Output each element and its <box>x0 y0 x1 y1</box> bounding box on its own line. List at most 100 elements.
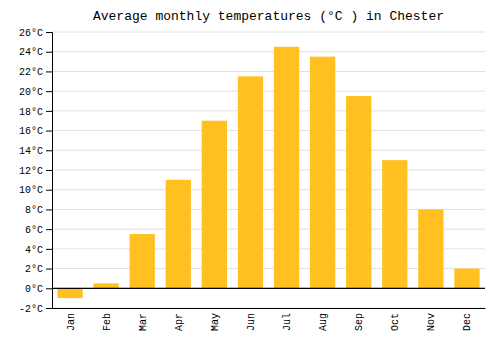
y-tick: 0°C <box>25 284 52 295</box>
x-axis: Jan Feb Mar Apr May Jun Jul Aug Sep Oct Nov Dec <box>53 308 486 331</box>
y-tick: 6°C <box>25 225 52 236</box>
y-tick: 14°C <box>19 146 52 157</box>
grid <box>52 32 485 308</box>
plot: -2°C 0°C 2°C 4°C 6°C 8°C 10°C 12°C 14°C 16°C 18°C 2… <box>19 28 486 331</box>
y-tick: 26°C <box>19 28 52 39</box>
y-tick-label: 10°C <box>19 185 43 196</box>
grid-line <box>52 91 485 92</box>
y-tick-mark <box>46 131 52 132</box>
y-tick-mark <box>46 288 52 289</box>
x-tick-label: Jun <box>246 313 257 331</box>
y-tick: 18°C <box>19 107 52 118</box>
x-tick-label: Mar <box>138 313 149 331</box>
grid-line <box>52 130 485 131</box>
bar <box>418 209 443 288</box>
y-tick-label: 16°C <box>19 126 43 137</box>
x-tick: Jan <box>66 308 77 331</box>
y-tick: 8°C <box>25 205 52 216</box>
grid-line <box>52 170 485 171</box>
x-tick-label: Jul <box>282 313 293 331</box>
grid-line <box>52 189 485 190</box>
y-tick-mark <box>46 150 52 151</box>
marks <box>57 47 479 298</box>
y-tick-mark <box>46 308 52 309</box>
bar <box>346 96 371 288</box>
grid-line <box>52 32 485 33</box>
y-tick-label: 20°C <box>19 87 43 98</box>
x-tick-label: Dec <box>462 313 473 331</box>
x-tick: Oct <box>390 308 401 331</box>
title: Average monthly temperatures (°C ) in Ch… <box>93 9 444 24</box>
y-axis: -2°C 0°C 2°C 4°C 6°C 8°C 10°C 12°C 14°C 16°C 18°C 2… <box>19 28 53 315</box>
grid-line <box>52 308 485 309</box>
x-tick-label: Aug <box>318 313 329 331</box>
y-tick: 12°C <box>19 166 52 177</box>
x-tick-label: Apr <box>174 313 185 331</box>
y-tick: 22°C <box>19 67 52 78</box>
y-tick-label: -2°C <box>19 304 43 315</box>
y-tick: 4°C <box>25 245 52 256</box>
y-axis-line <box>46 33 53 309</box>
grid-line <box>52 288 485 289</box>
y-tick-mark <box>46 91 52 92</box>
zero-line <box>52 288 485 289</box>
y-tick-label: 12°C <box>19 166 43 177</box>
bar <box>238 76 263 288</box>
y-tick-mark <box>46 32 52 33</box>
x-tick-label: Nov <box>426 313 437 331</box>
bar <box>202 121 227 289</box>
y-tick-mark <box>46 209 52 210</box>
y-tick: -2°C <box>19 304 52 315</box>
x-tick-label: Oct <box>390 313 401 331</box>
grid-line <box>52 71 485 72</box>
y-tick-mark <box>46 190 52 191</box>
x-tick-label: Jan <box>66 313 77 331</box>
x-tick: Feb <box>102 308 113 331</box>
grid-line <box>52 110 485 111</box>
y-tick-mark <box>46 170 52 171</box>
y-tick-mark <box>46 269 52 270</box>
x-tick-label: May <box>210 313 221 331</box>
bar <box>166 180 191 288</box>
bar <box>93 283 118 288</box>
y-tick-mark <box>46 111 52 112</box>
x-tick: Jul <box>282 308 293 331</box>
bar <box>454 269 479 289</box>
x-tick: Apr <box>174 308 185 331</box>
bar <box>57 288 82 298</box>
y-tick: 16°C <box>19 126 52 137</box>
x-tick: Dec <box>462 308 473 331</box>
bar <box>310 57 335 289</box>
y-tick-mark <box>46 52 52 53</box>
x-tick: Mar <box>138 308 149 331</box>
x-tick: May <box>210 308 221 331</box>
grid-line <box>52 150 485 151</box>
y-tick-mark <box>46 249 52 250</box>
y-tick-label: 6°C <box>25 225 43 236</box>
x-axis-line <box>53 308 486 309</box>
x-tick-label: Sep <box>354 313 365 331</box>
y-tick-mark <box>46 229 52 230</box>
y-tick-label: 2°C <box>25 264 43 275</box>
bar <box>130 234 155 288</box>
grid-line <box>52 51 485 52</box>
x-tick: Aug <box>318 308 329 331</box>
x-tick-label: Feb <box>102 313 113 331</box>
y-tick: 24°C <box>19 47 52 58</box>
y-tick-label: 0°C <box>25 284 43 295</box>
x-tick: Nov <box>426 308 437 331</box>
y-tick: 2°C <box>25 264 52 275</box>
y-tick: 20°C <box>19 87 52 98</box>
y-tick-label: 18°C <box>19 107 43 118</box>
y-tick-label: 14°C <box>19 146 43 157</box>
y-tick-label: 22°C <box>19 67 43 78</box>
x-tick: Jun <box>246 308 257 331</box>
y-tick-mark <box>46 71 52 72</box>
y-tick-label: 4°C <box>25 245 43 256</box>
y-tick-label: 26°C <box>19 28 43 39</box>
chart: -2°C 0°C 2°C 4°C 6°C 8°C 10°C 12°C 14°C 16°C 18°C 2… <box>0 0 500 350</box>
y-tick: 10°C <box>19 185 52 196</box>
x-tick: Sep <box>354 308 365 331</box>
bar <box>274 47 299 289</box>
y-tick-label: 8°C <box>25 205 43 216</box>
